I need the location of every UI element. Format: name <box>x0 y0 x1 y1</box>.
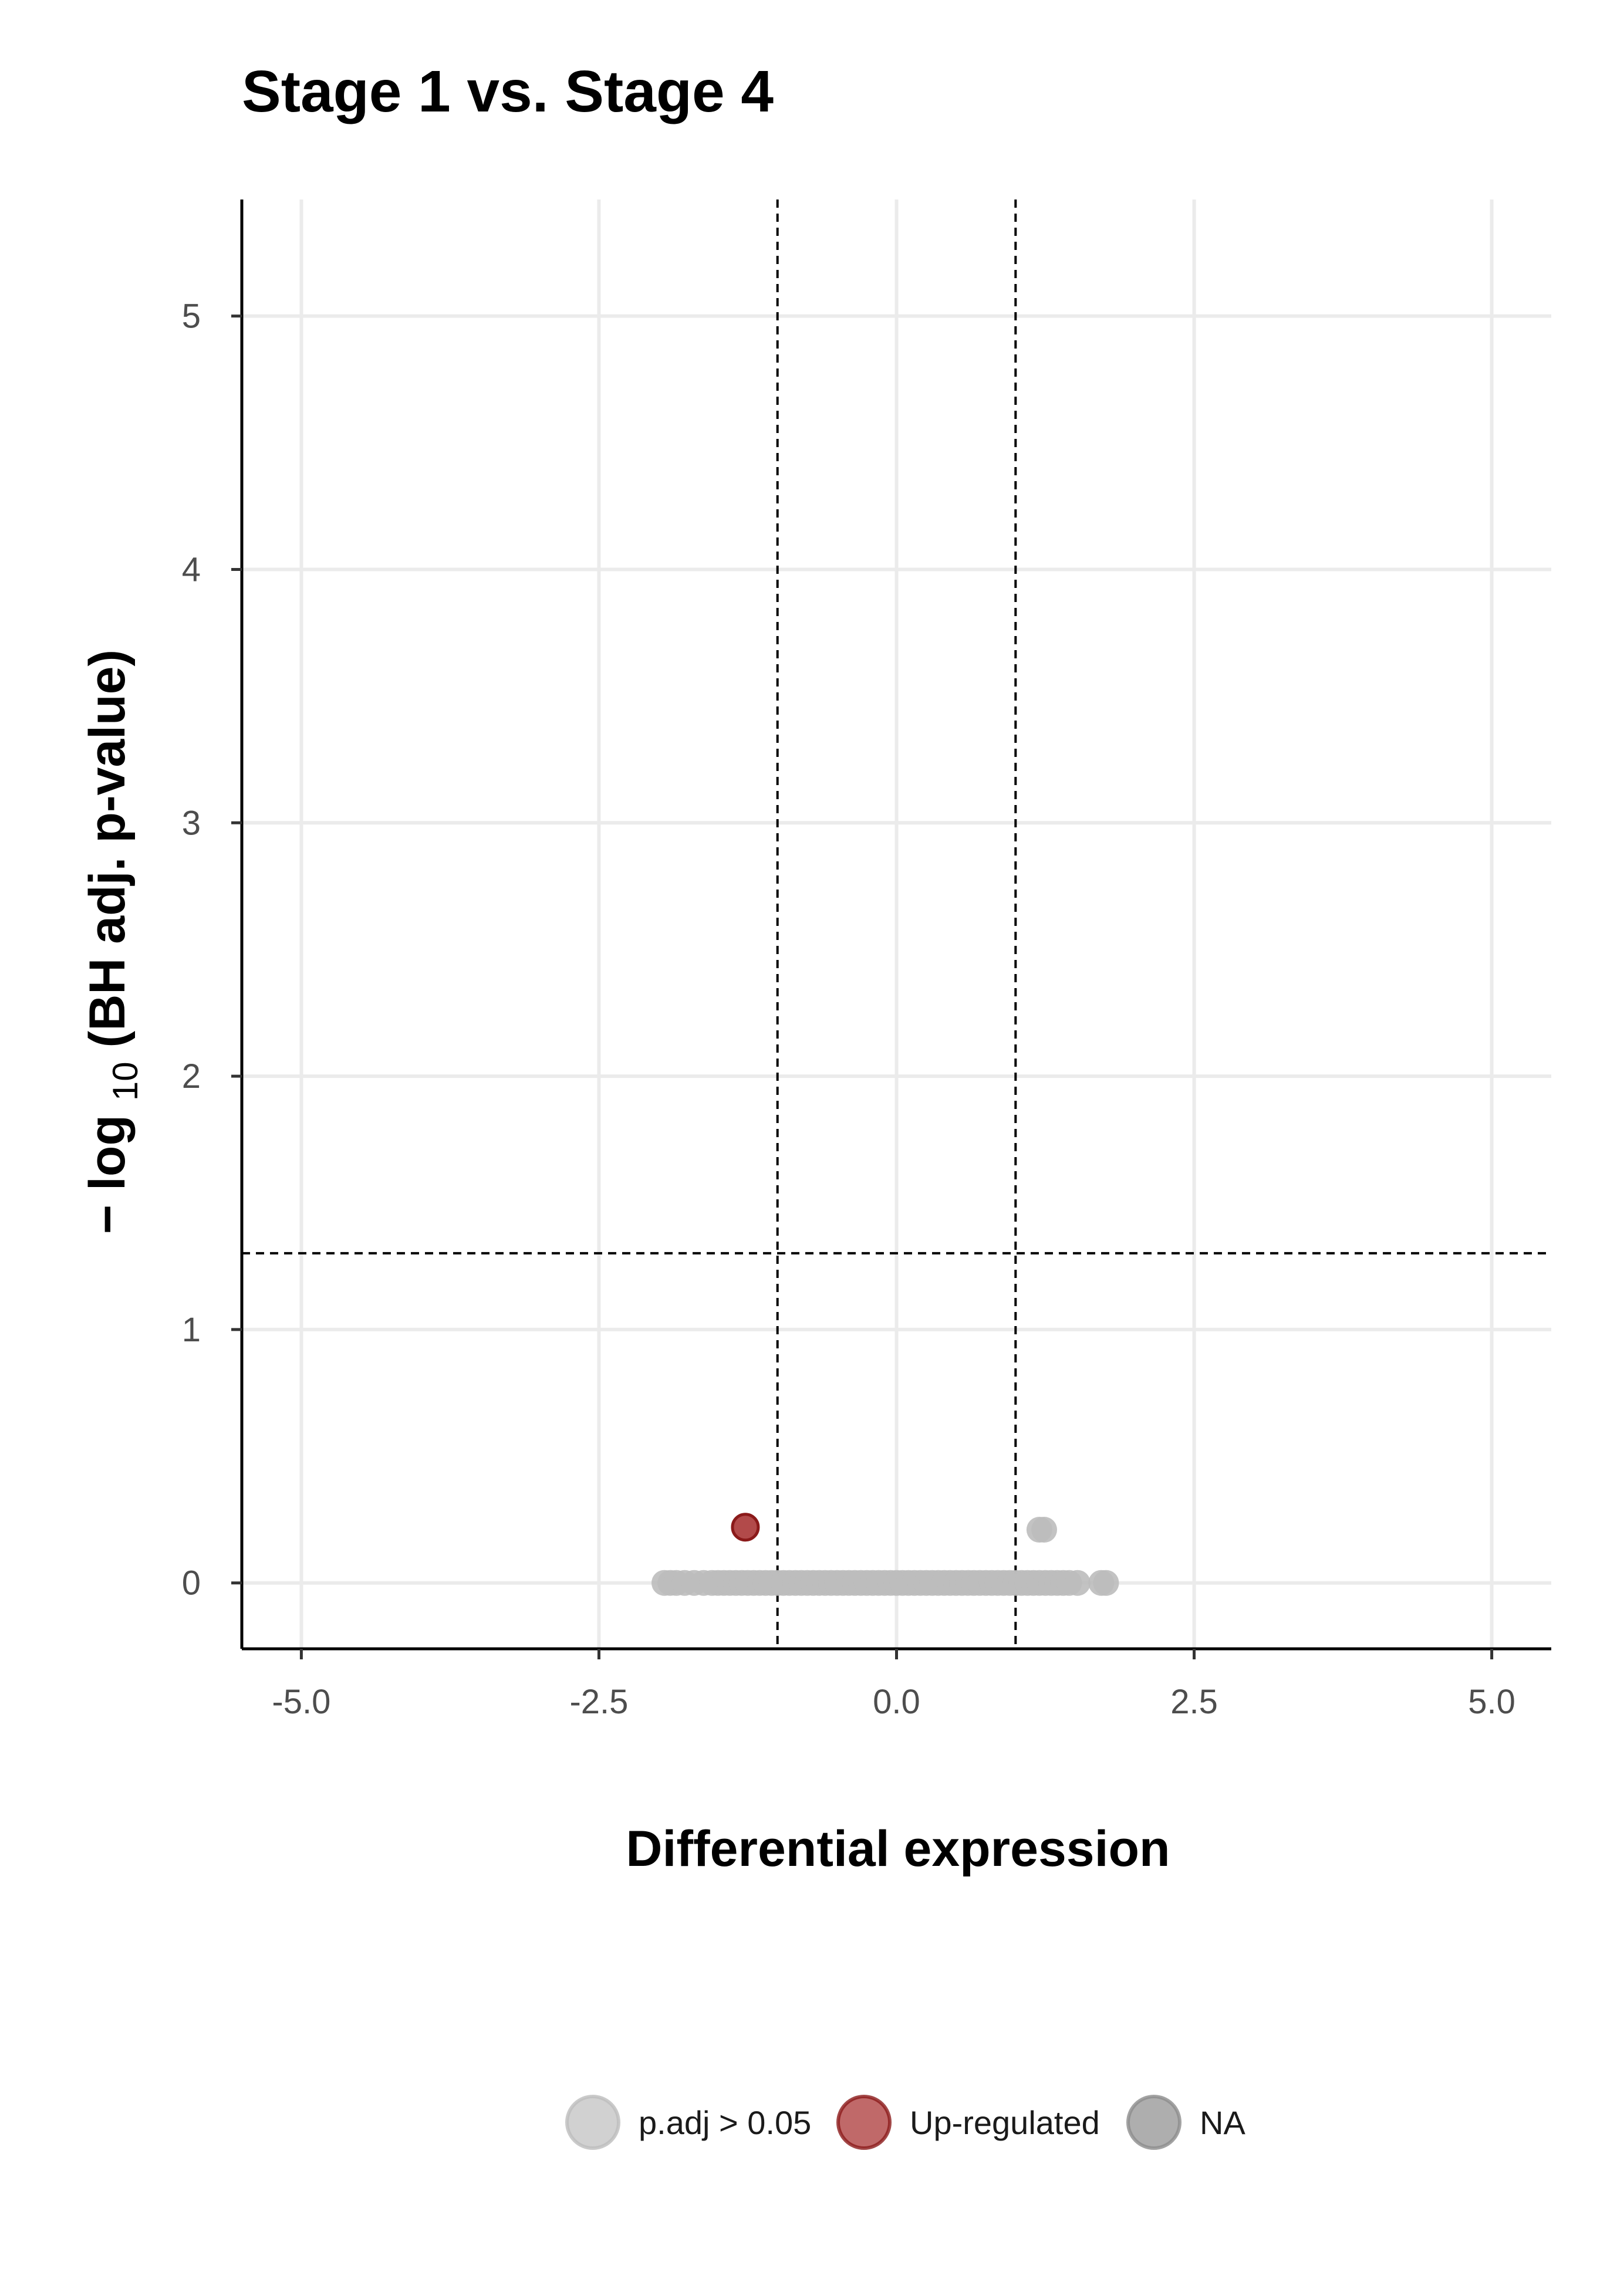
legend-item: Up-regulated <box>836 2095 1100 2150</box>
y-tick-label: 0 <box>182 1564 201 1602</box>
y-axis-title-suffix: (BH adj. p-value) <box>79 650 136 1048</box>
y-tick-label: 3 <box>182 804 201 842</box>
data-point <box>1031 1517 1057 1543</box>
legend-label: NA <box>1200 2104 1245 2141</box>
legend-swatch-icon <box>1126 2095 1181 2150</box>
x-axis-title: Differential expression <box>626 1821 1170 1877</box>
y-tick-label: 1 <box>182 1311 201 1349</box>
y-tick-label: 5 <box>182 297 201 336</box>
x-tick-label: 2.5 <box>1170 1683 1218 1721</box>
legend-item: p.adj > 0.05 <box>565 2095 811 2150</box>
legend-item: NA <box>1126 2095 1245 2150</box>
legend-label: Up-regulated <box>910 2104 1100 2141</box>
data-point <box>1064 1570 1091 1596</box>
x-tick-label: 0.0 <box>873 1683 920 1721</box>
y-axis-title-prefix: − log <box>79 1115 136 1234</box>
y-tick-label: 2 <box>182 1057 201 1095</box>
legend-label: p.adj > 0.05 <box>639 2104 811 2141</box>
legend-swatch-icon <box>565 2095 620 2150</box>
x-tick-label: 5.0 <box>1468 1683 1515 1721</box>
legend-swatch-icon <box>836 2095 892 2150</box>
data-points <box>651 1513 1119 1596</box>
chart-title: Stage 1 vs. Stage 4 <box>242 59 774 124</box>
y-axis-title-subscript: 10 <box>106 1061 145 1101</box>
grid-lines <box>242 199 1551 1649</box>
x-tick-label: -5.0 <box>272 1683 330 1721</box>
x-tick-label: -2.5 <box>569 1683 628 1721</box>
y-axis-title: − log 10 (BH adj. p-value) <box>79 650 148 1234</box>
legend: p.adj > 0.05 Up-regulated NA <box>565 2095 1245 2150</box>
axes: -5.0 -2.5 0.0 2.5 5.0 0 1 2 3 4 5 <box>182 199 1551 1721</box>
reference-lines <box>242 199 1551 1649</box>
data-point <box>731 1513 760 1542</box>
y-tick-label: 4 <box>182 550 201 589</box>
data-point <box>1093 1570 1119 1596</box>
